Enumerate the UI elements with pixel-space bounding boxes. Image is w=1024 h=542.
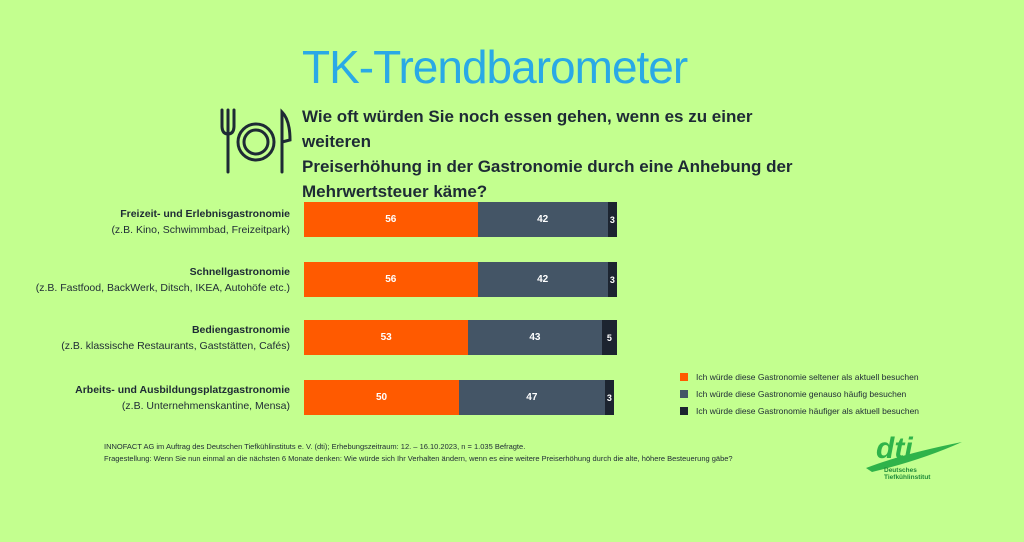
category-sub: (z.B. klassische Restaurants, Gaststätte… xyxy=(61,340,290,352)
bar-row: 50 47 3 xyxy=(304,380,614,415)
legend-label: Ich würde diese Gastronomie genauso häuf… xyxy=(696,388,907,399)
bar-segment: 42 xyxy=(477,262,608,297)
logo-line-1: Deutsches xyxy=(884,467,917,474)
legend-swatch xyxy=(680,389,688,398)
question-note: Fragestellung: Wenn Sie nun einmal an di… xyxy=(104,454,733,463)
bar-segment: 43 xyxy=(468,320,602,355)
legend: Ich würde diese Gastronomie seltener als… xyxy=(680,368,919,419)
category-label: Bediengastronomie (z.B. klassische Restau… xyxy=(0,322,290,354)
legend-swatch xyxy=(680,372,688,381)
bar-segment: 47 xyxy=(459,380,605,415)
category-main: Bediengastronomie xyxy=(191,324,290,336)
category-label: Arbeits- und Ausbildungsplatzgastronomie… xyxy=(0,382,290,414)
category-main: Schnellgastronomie xyxy=(189,266,290,278)
legend-item-haeufiger: Ich würde diese Gastronomie häufiger als… xyxy=(680,402,919,419)
bar-row: 56 42 3 xyxy=(304,262,618,297)
question-line: Preiserhöhung in der Gastronomie durch e… xyxy=(302,157,793,176)
bar-segment: 50 xyxy=(304,380,459,415)
bar-segment: 3 xyxy=(607,202,618,237)
bar-segment: 56 xyxy=(304,202,478,237)
bar-row: 56 42 3 xyxy=(304,202,618,237)
category-label: Schnellgastronomie (z.B. Fastfood, BackWe… xyxy=(0,264,290,296)
legend-swatch xyxy=(680,406,688,415)
legend-item-seltener: Ich würde diese Gastronomie seltener als… xyxy=(680,368,919,385)
category-sub: (z.B. Kino, Schwimmbad, Freizeitpark) xyxy=(111,224,290,236)
category-sub: (z.B. Fastfood, BackWerk, Ditsch, IKEA, … xyxy=(35,282,290,294)
plate-fork-knife-icon xyxy=(220,108,292,174)
bar-row: 53 43 5 xyxy=(304,320,618,355)
question-line: Mehrwertsteuer käme? xyxy=(302,182,488,201)
legend-label: Ich würde diese Gastronomie häufiger als… xyxy=(696,405,920,416)
bar-segment: 42 xyxy=(477,202,608,237)
category-main: Freizeit- und Erlebnisgastronomie xyxy=(120,208,290,220)
legend-label: Ich würde diese Gastronomie seltener als… xyxy=(696,371,919,382)
bar-segment: 56 xyxy=(304,262,478,297)
bar-segment: 3 xyxy=(604,380,614,415)
bar-segment: 3 xyxy=(607,262,618,297)
bar-segment: 53 xyxy=(304,320,469,355)
category-sub: (z.B. Unternehmenskantine, Mensa) xyxy=(121,400,290,412)
category-main: Arbeits- und Ausbildungsplatzgastronomie xyxy=(75,384,290,396)
question: Wie oft würden Sie noch essen gehen, wen… xyxy=(302,104,802,204)
bar-segment: 5 xyxy=(601,320,618,355)
legend-item-genauso: Ich würde diese Gastronomie genauso häuf… xyxy=(680,385,919,402)
logo-line-2: Tiefkühlinstitut xyxy=(884,474,931,481)
question-line: Wie oft würden Sie noch essen gehen, wen… xyxy=(302,107,753,151)
page-title: TK-Trendbarometer xyxy=(302,41,688,93)
source-note: INNOFACT AG im Auftrag des Deutschen Tie… xyxy=(104,442,526,451)
category-label: Freizeit- und Erlebnisgastronomie (z.B. K… xyxy=(0,206,290,238)
dti-logo: dti xyxy=(866,432,962,472)
